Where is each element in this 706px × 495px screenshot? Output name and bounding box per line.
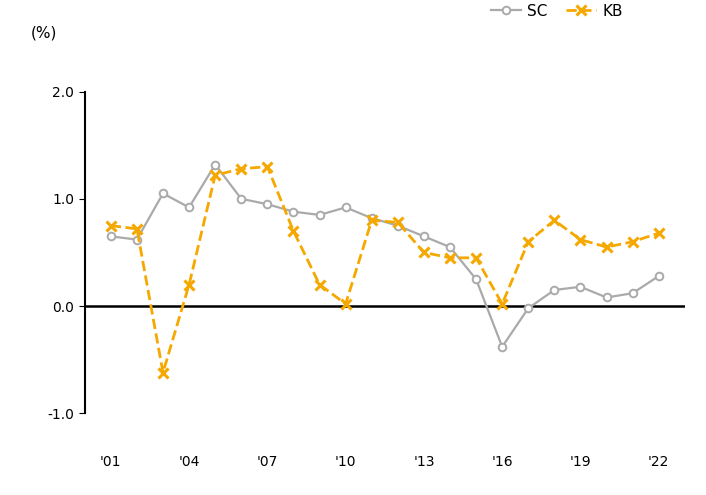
KB: [368, 217, 376, 223]
SC: [628, 290, 637, 296]
KB: [342, 301, 350, 307]
KB: [316, 282, 324, 288]
SC: [472, 276, 480, 282]
SC: [289, 209, 298, 215]
SC: [576, 284, 585, 290]
SC: [133, 237, 141, 243]
SC: [107, 233, 115, 239]
SC: [602, 295, 611, 300]
SC: [498, 344, 506, 350]
SC: [524, 305, 532, 311]
SC: [237, 196, 246, 202]
SC: [368, 215, 376, 221]
KB: [133, 226, 141, 232]
KB: [237, 166, 246, 172]
Line: SC: SC: [107, 161, 662, 350]
KB: [576, 237, 585, 243]
KB: [445, 255, 454, 261]
KB: [289, 228, 298, 234]
KB: [263, 164, 272, 170]
KB: [472, 255, 480, 261]
KB: [393, 219, 402, 225]
SC: [185, 204, 193, 210]
SC: [419, 233, 428, 239]
KB: [550, 217, 558, 223]
SC: [211, 161, 220, 167]
KB: [159, 370, 167, 376]
KB: [524, 239, 532, 245]
KB: [185, 282, 193, 288]
Line: KB: KB: [106, 162, 664, 377]
KB: [211, 172, 220, 178]
SC: [159, 191, 167, 197]
SC: [342, 204, 350, 210]
SC: [316, 212, 324, 218]
KB: [654, 230, 663, 236]
KB: [107, 223, 115, 229]
SC: [445, 244, 454, 250]
SC: [550, 287, 558, 293]
Legend: SC, KB: SC, KB: [484, 0, 629, 25]
SC: [393, 223, 402, 229]
SC: [654, 273, 663, 279]
Text: (%): (%): [31, 25, 57, 40]
KB: [602, 244, 611, 250]
SC: [263, 201, 272, 207]
KB: [498, 301, 506, 307]
KB: [419, 249, 428, 255]
KB: [628, 239, 637, 245]
